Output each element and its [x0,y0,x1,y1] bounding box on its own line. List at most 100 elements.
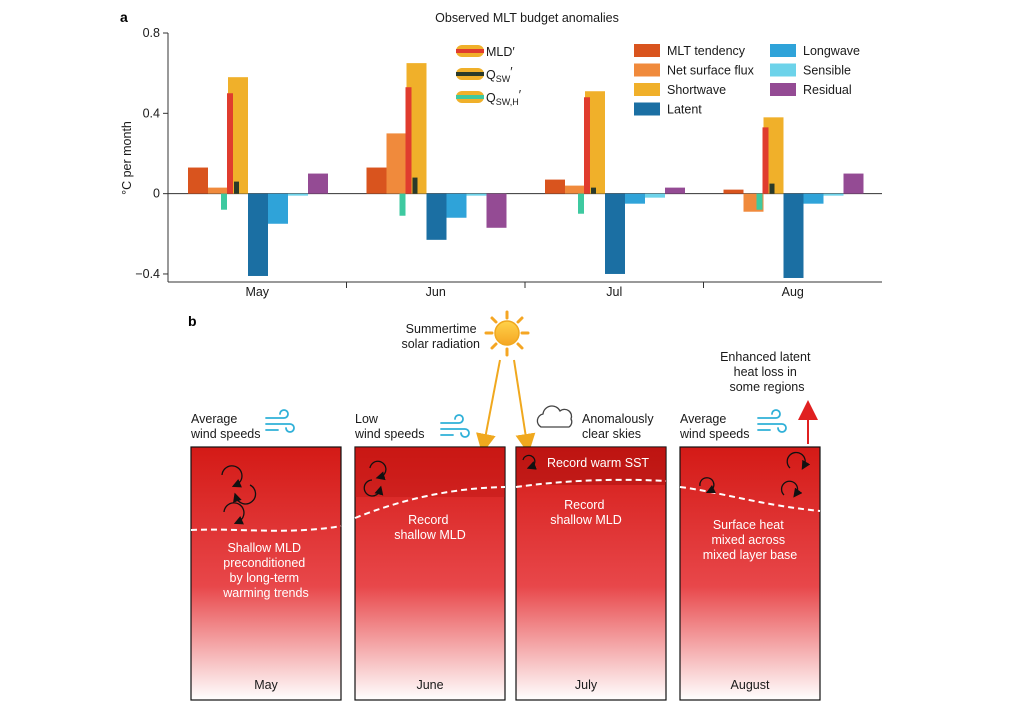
bar-mlt-tendency [545,179,565,194]
box-july-text: Record shallow MLD [550,498,622,527]
bar-net-surface-flux [386,133,407,194]
bar-mlt-tendency [366,167,387,194]
bar-mld-prime [405,87,412,194]
bar-residual [486,193,507,228]
solar-label: Summertime solar radiation [401,322,480,351]
legend-swatch [770,44,796,57]
y-axis-label: °C per month [120,121,134,195]
bar-qsw-prime [412,177,418,194]
legend-label: Net surface flux [667,64,755,78]
bar-latent [248,193,268,276]
bar-qsw-prime [591,187,596,194]
bar-sensible [645,193,665,198]
cloud-icon [536,405,573,428]
box-may-month: May [254,678,278,692]
mixing-eddy-icon [699,451,811,498]
legend-label: Shortwave [667,83,726,97]
box-june-text: Record shallow MLD [394,513,466,542]
legend-label: Longwave [803,44,860,58]
bar-mlt-tendency [188,167,208,194]
box-july-top-text: Record warm SST [547,456,649,470]
bar-qsw-prime [769,183,775,194]
y-tick-label: −0.4 [135,267,160,281]
bar-longwave [446,193,467,218]
wind-icon [757,409,787,433]
box-may-wind-label: Average wind speeds [190,412,261,441]
inset-legend-qsw: QSW′ [486,65,513,84]
x-tick-label: Jun [426,285,446,299]
inset-legend-swatch-mld [456,49,484,53]
legend-swatch [634,63,660,77]
bar-net-surface-flux [565,185,585,194]
box-may-text: Shallow MLD preconditioned by long-term … [222,541,308,600]
panel-a: a Observed MLT budget anomalies −0.4 0 0.4… [120,9,882,299]
box-july-month: July [575,678,598,692]
legend-label: MLT tendency [667,44,746,58]
legend-swatch [770,63,796,77]
legend-swatch [634,83,660,96]
box-june-wind-label: Low wind speeds [354,412,425,441]
bars [188,63,864,278]
legend-label: Residual [803,83,852,97]
x-tick-label: Jul [606,285,622,299]
chart-title: Observed MLT budget anomalies [435,11,619,25]
y-ticks: −0.4 0 0.4 0.8 [135,26,168,281]
legend-swatch [634,44,660,57]
bar-residual [308,173,328,194]
box-august-text: Surface heat mixed across mixed layer ba… [703,518,798,562]
box-july: Anomalously clear skies Record warm SST … [515,405,667,701]
bar-residual [843,173,864,194]
inset-legend: MLD′ QSW′ QSW,H′ [456,45,522,107]
box-june-month: June [416,678,443,692]
y-tick-label: 0.4 [143,106,160,120]
bar-qswh-prime [221,193,227,210]
bar-latent [783,193,804,278]
panel-b-label: b [188,313,197,329]
bar-sensible [288,193,308,196]
bar-sensible [466,193,487,196]
mixing-eddy-icon [522,454,537,470]
box-may: Average wind speeds Shallow MLD precondi… [190,409,342,701]
solar-arrow-june [476,359,501,454]
box-august-month: August [731,678,770,692]
inset-legend-mld: MLD′ [486,45,515,59]
bar-latent [605,193,625,274]
sun-icon [484,310,530,357]
y-tick-label: 0.8 [143,26,160,40]
legend-swatch [634,102,660,116]
bar-net-surface-flux [208,187,228,194]
latent-label: Enhanced latent heat loss in some region… [720,350,814,394]
bar-qswh-prime [399,193,406,216]
bar-latent [426,193,447,240]
bar-mlt-tendency [723,189,744,194]
panel-b: b Summertime solar radiation Enhanced [188,310,821,701]
bar-mld-prime [762,127,769,194]
wind-icon [265,409,295,433]
box-august: Average wind speeds Surface heat mixed a… [679,409,821,701]
x-ticks: May Jun Jul Aug [245,282,804,299]
wind-icon [440,414,470,438]
box-june: Low wind speeds Record shallow MLD June [354,412,506,701]
x-tick-label: Aug [782,285,804,299]
panel-a-label: a [120,9,128,25]
legend-swatch [770,83,796,96]
inset-legend-qswh: QSW,H′ [486,88,522,107]
bar-qswh-prime [756,193,763,210]
bar-longwave [268,193,288,224]
x-tick-label: May [245,285,269,299]
solar-arrow-july [513,359,536,454]
mixing-eddy-icon [221,465,257,525]
inset-legend-swatch-qsw [456,72,484,76]
inset-legend-swatch-qswh [456,95,484,99]
legend-label: Latent [667,103,702,117]
bar-sensible [823,193,844,196]
mixing-eddy-icon [363,460,387,497]
legend: MLT tendency Net surface flux Shortwave Lat… [634,44,860,117]
bar-longwave [803,193,824,204]
bar-qswh-prime [578,193,584,214]
bar-longwave [625,193,645,204]
y-tick-label: 0 [153,187,160,201]
box-july-sky-label: Anomalously clear skies [582,412,657,441]
bar-mld-prime [584,97,590,194]
